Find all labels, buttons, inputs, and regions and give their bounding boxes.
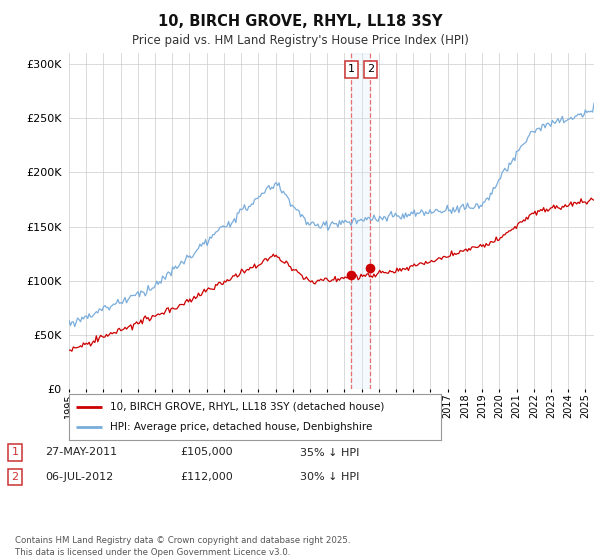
- Text: 1: 1: [348, 64, 355, 74]
- Text: £105,000: £105,000: [180, 447, 233, 458]
- Text: 35% ↓ HPI: 35% ↓ HPI: [300, 447, 359, 458]
- Text: HPI: Average price, detached house, Denbighshire: HPI: Average price, detached house, Denb…: [110, 422, 372, 432]
- Text: Price paid vs. HM Land Registry's House Price Index (HPI): Price paid vs. HM Land Registry's House …: [131, 34, 469, 46]
- Bar: [351, 53, 370, 389]
- Text: 06-JUL-2012: 06-JUL-2012: [45, 472, 113, 482]
- Text: 10, BIRCH GROVE, RHYL, LL18 3SY (detached house): 10, BIRCH GROVE, RHYL, LL18 3SY (detache…: [110, 402, 384, 412]
- Text: Contains HM Land Registry data © Crown copyright and database right 2025.
This d: Contains HM Land Registry data © Crown c…: [15, 536, 350, 557]
- Text: 2: 2: [367, 64, 374, 74]
- Text: £112,000: £112,000: [180, 472, 233, 482]
- Text: 10, BIRCH GROVE, RHYL, LL18 3SY: 10, BIRCH GROVE, RHYL, LL18 3SY: [158, 14, 442, 29]
- Text: 27-MAY-2011: 27-MAY-2011: [45, 447, 117, 458]
- Text: 1: 1: [11, 447, 19, 458]
- Text: 30% ↓ HPI: 30% ↓ HPI: [300, 472, 359, 482]
- Text: 2: 2: [11, 472, 19, 482]
